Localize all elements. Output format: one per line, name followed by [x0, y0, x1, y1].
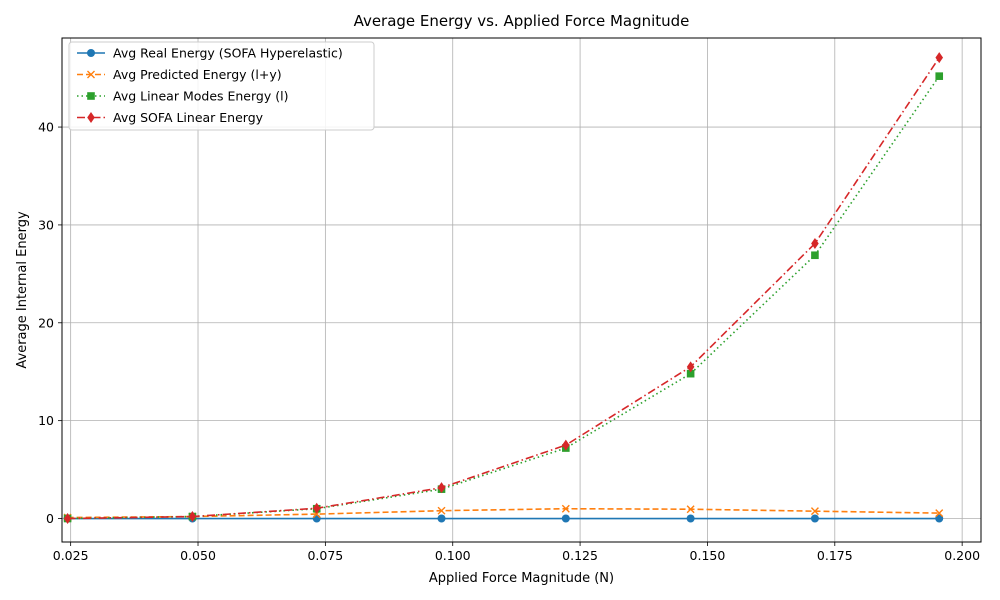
series-line	[67, 75, 940, 520]
data-point	[312, 514, 321, 523]
legend-marker	[87, 49, 95, 57]
x-tick-label: 0.200	[944, 548, 980, 563]
y-axis-ticks: 0 10 20 30 40	[38, 120, 62, 526]
data-point	[561, 504, 570, 513]
x-tick-label: 0.175	[817, 548, 853, 563]
legend-item: Avg Real Energy (SOFA Hyperelastic)	[77, 46, 343, 61]
data-point	[312, 502, 321, 514]
x-tick-label: 0.075	[307, 548, 343, 563]
y-tick-label: 30	[38, 217, 54, 232]
legend-item: Avg Linear Modes Energy (l)	[77, 89, 288, 104]
x-tick-label: 0.025	[53, 548, 89, 563]
y-tick-label: 40	[38, 120, 54, 135]
chart-title: Average Energy vs. Applied Force Magnitu…	[354, 12, 690, 30]
data-point	[811, 238, 819, 250]
data-point	[686, 514, 695, 523]
series-3	[63, 72, 944, 523]
data-point	[437, 482, 446, 494]
data-point	[63, 513, 72, 525]
legend-label: Avg SOFA Linear Energy	[113, 110, 264, 125]
data-point	[935, 52, 944, 64]
data-point	[935, 509, 944, 518]
legend-label: Avg Real Energy (SOFA Hyperelastic)	[113, 46, 343, 61]
data-point	[810, 507, 819, 516]
data-point	[811, 251, 819, 260]
data-point	[935, 514, 944, 523]
series-line	[67, 507, 940, 519]
plot-area-frame	[61, 37, 982, 543]
y-tick-label: 20	[38, 315, 54, 330]
legend-marker	[87, 70, 95, 79]
x-tick-label: 0.050	[180, 548, 216, 563]
legend-box	[68, 41, 375, 131]
series-4	[63, 52, 944, 525]
legend-item: Avg Predicted Energy (l+y)	[77, 67, 282, 82]
series-lines	[63, 52, 944, 525]
data-point	[188, 511, 197, 523]
y-tick-label: 0	[46, 511, 54, 526]
data-point	[810, 514, 819, 523]
x-tick-label: 0.125	[562, 548, 598, 563]
y-tick-label: 10	[38, 413, 54, 428]
data-point	[686, 505, 695, 514]
legend-item: Avg SOFA Linear Energy	[77, 110, 264, 125]
legend-marker	[87, 92, 95, 100]
data-point	[935, 72, 944, 80]
x-tick-label: 0.150	[690, 548, 726, 563]
x-axis-ticks: 0.025 0.050 0.075 0.100 0.125 0.150 0.175 0.200	[53, 542, 980, 563]
data-point	[561, 514, 570, 523]
y-axis-title: Average Internal Energy	[15, 211, 30, 369]
legend-label: Avg Predicted Energy (l+y)	[113, 67, 282, 82]
legend-label: Avg Linear Modes Energy (l)	[113, 89, 288, 104]
x-tick-label: 0.100	[435, 548, 471, 563]
data-point	[686, 369, 695, 378]
data-point	[437, 506, 446, 515]
legend-marker	[87, 112, 95, 123]
data-point	[437, 514, 446, 523]
data-point	[562, 439, 570, 451]
x-axis-title: Applied Force Magnitude (N)	[429, 571, 614, 586]
legend: Avg Real Energy (SOFA Hyperelastic) Avg P…	[68, 41, 375, 131]
series-line	[67, 57, 940, 520]
data-point	[686, 361, 695, 373]
